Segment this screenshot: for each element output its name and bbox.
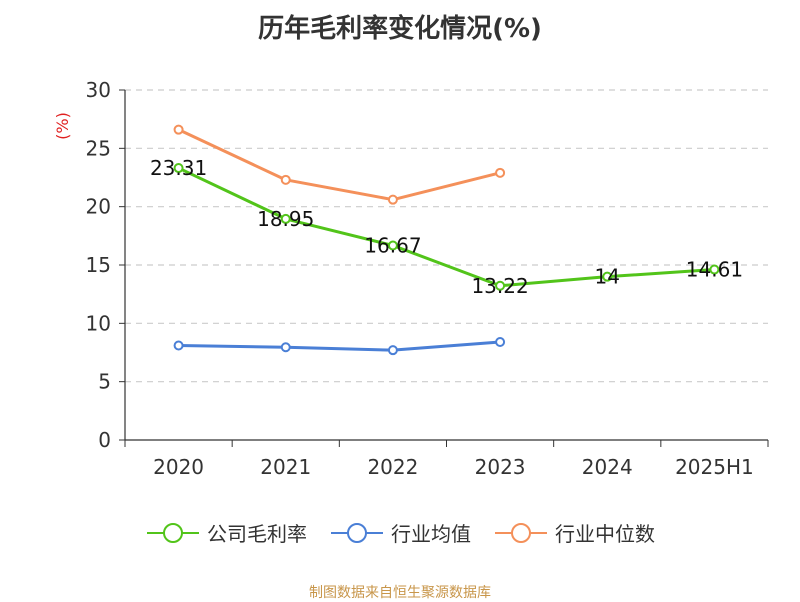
data-label: 16.67 [364,234,421,258]
legend-label: 公司毛利率 [207,522,307,546]
data-point [495,280,506,291]
data-point [173,124,184,135]
data-point [495,167,506,178]
x-tick-label: 2022 [367,455,418,479]
legend-marker-icon [147,522,199,543]
legend-item: 行业中位数 [493,518,655,547]
y-tick-label: 0 [98,428,111,452]
x-tick-label: 2024 [582,455,633,479]
data-label: 14 [595,265,620,289]
data-point [495,337,506,347]
series-line [178,340,501,352]
data-point [387,345,398,356]
data-point [602,271,613,282]
legend-label: 行业中位数 [555,522,655,546]
legend-label: 行业均值 [391,522,471,546]
series-line [177,166,715,288]
data-point [387,194,398,205]
x-tick-label: 2020 [153,455,204,479]
data-label: 14.61 [686,258,743,282]
data-label: 18.95 [257,207,314,231]
y-tick-label: 20 [86,195,111,219]
data-point [280,213,291,224]
legend-item: 公司毛利率 [145,518,307,547]
source-note: 制图数据来自恒生聚源数据库 [309,585,491,601]
data-label: 13.22 [471,274,528,298]
data-point [387,240,398,251]
y-axis-label: (%) [53,112,72,140]
data-point [280,342,291,353]
data-point [173,340,184,351]
chart-title: 历年毛利率变化情况(%) [258,14,542,44]
data-point [280,174,291,185]
x-tick-label: 2023 [475,455,526,479]
data-label: 23.31 [150,156,207,180]
y-tick-label: 15 [86,253,111,277]
legend: 公司毛利率 行业均值 行业中位数 [0,518,800,547]
x-tick-label: 2025H1 [675,455,754,479]
legend-item: 行业均值 [329,518,471,547]
y-tick-label: 10 [86,311,111,335]
data-point [173,163,184,174]
x-tick-label: 2021 [260,455,311,479]
y-tick-label: 25 [86,136,111,160]
series-line [177,128,501,202]
legend-marker-icon [495,522,547,543]
y-tick-label: 5 [98,370,111,394]
y-tick-label: 30 [86,78,111,102]
data-point [709,264,720,275]
legend-marker-icon [331,522,383,543]
